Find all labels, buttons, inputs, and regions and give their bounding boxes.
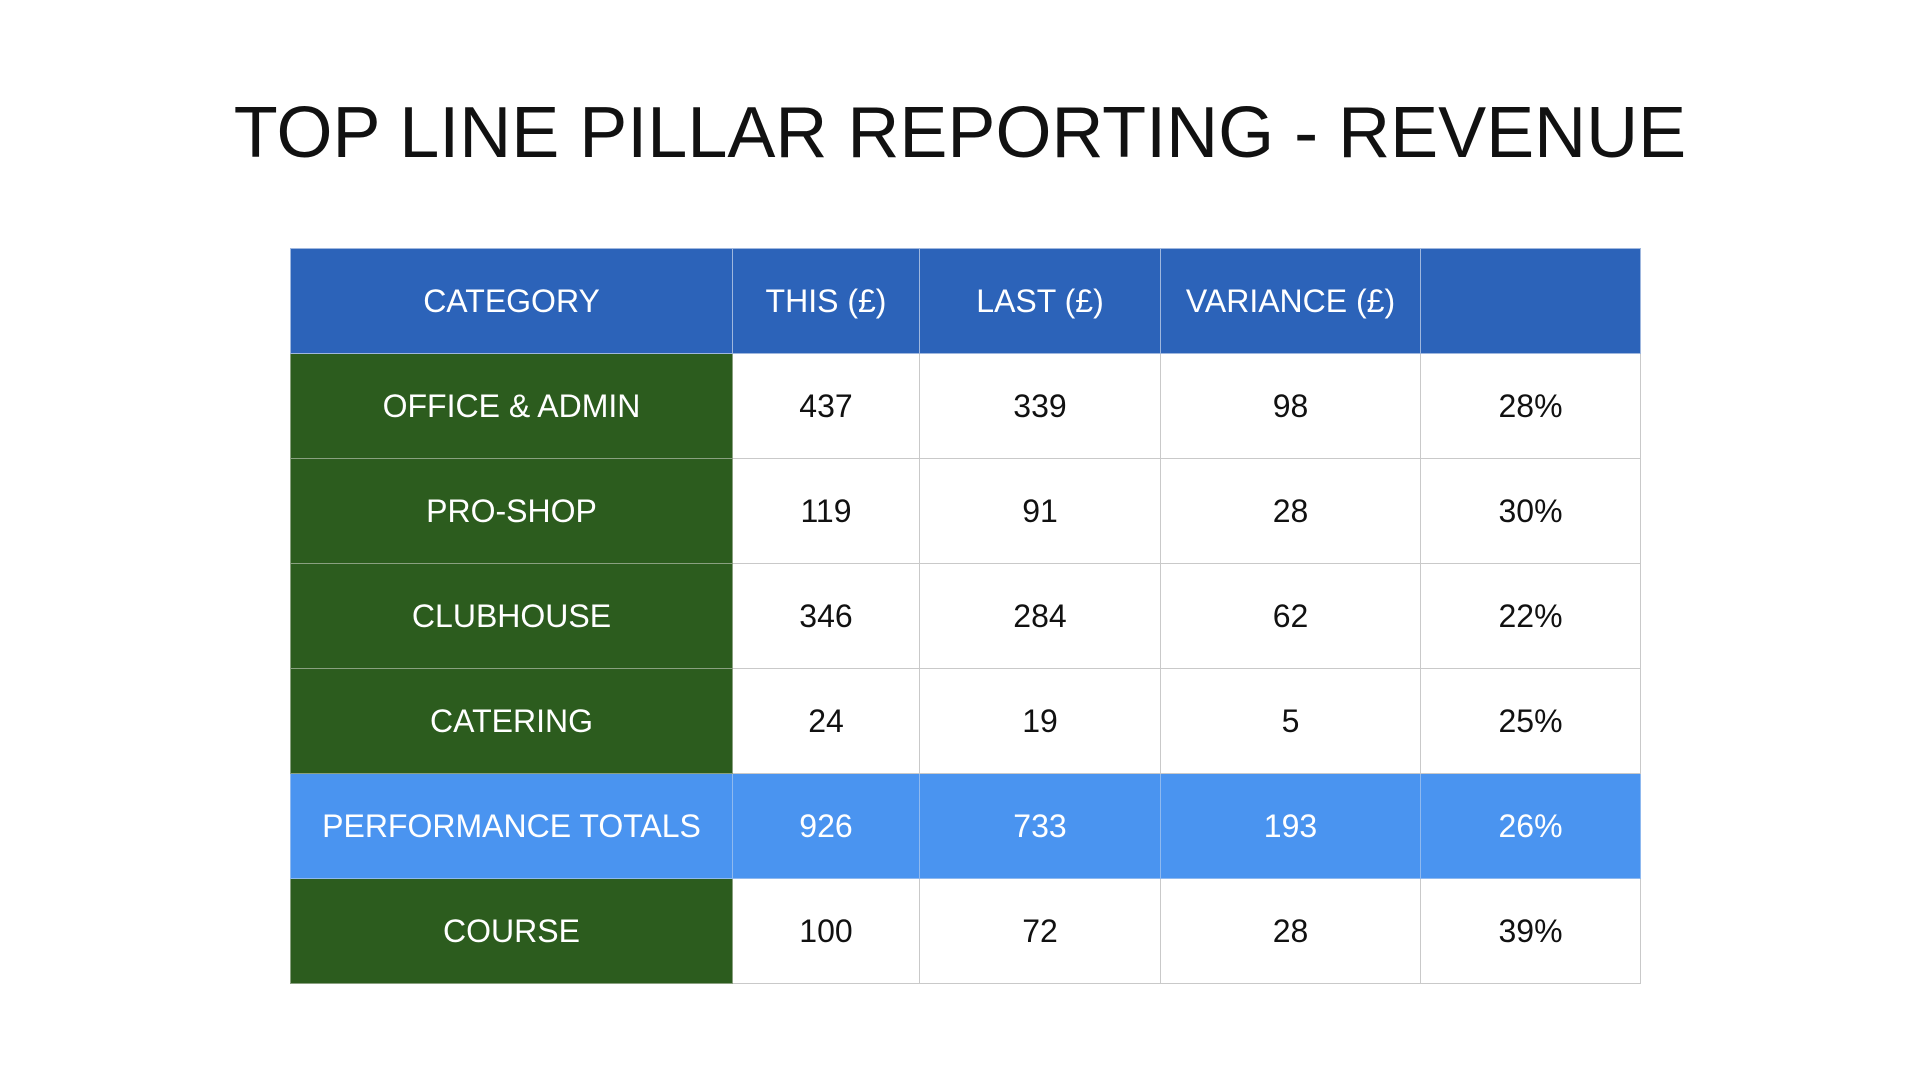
header-last: LAST (£) (919, 248, 1161, 354)
cell-this: 926 (732, 773, 920, 879)
cell-percent: 26% (1420, 773, 1641, 879)
cell-this: 346 (732, 563, 920, 669)
cell-percent: 39% (1420, 878, 1641, 984)
slide-title: TOP LINE PILLAR REPORTING - REVENUE (233, 93, 1687, 173)
cell-last: 72 (919, 878, 1161, 984)
table-row: CLUBHOUSE 346 284 62 22% (290, 563, 1641, 669)
cell-category: PERFORMANCE TOTALS (290, 773, 733, 879)
revenue-table: CATEGORY THIS (£) LAST (£) VARIANCE (£) … (290, 248, 1641, 984)
cell-variance: 28 (1160, 458, 1421, 564)
header-category: CATEGORY (290, 248, 733, 354)
cell-category: PRO-SHOP (290, 458, 733, 564)
header-percent (1420, 248, 1641, 354)
cell-variance: 98 (1160, 353, 1421, 459)
cell-last: 339 (919, 353, 1161, 459)
totals-row: PERFORMANCE TOTALS 926 733 193 26% (290, 773, 1641, 879)
table-row: CATERING 24 19 5 25% (290, 668, 1641, 774)
cell-last: 91 (919, 458, 1161, 564)
cell-this: 100 (732, 878, 920, 984)
table-header: CATEGORY THIS (£) LAST (£) VARIANCE (£) (290, 248, 1641, 354)
cell-this: 437 (732, 353, 920, 459)
cell-percent: 30% (1420, 458, 1641, 564)
cell-variance: 28 (1160, 878, 1421, 984)
cell-category: COURSE (290, 878, 733, 984)
table-row: OFFICE & ADMIN 437 339 98 28% (290, 353, 1641, 459)
header-row: CATEGORY THIS (£) LAST (£) VARIANCE (£) (290, 248, 1641, 354)
table-row: COURSE 100 72 28 39% (290, 878, 1641, 984)
cell-category: CATERING (290, 668, 733, 774)
cell-percent: 22% (1420, 563, 1641, 669)
cell-percent: 25% (1420, 668, 1641, 774)
cell-variance: 193 (1160, 773, 1421, 879)
header-this: THIS (£) (732, 248, 920, 354)
cell-category: OFFICE & ADMIN (290, 353, 733, 459)
cell-category: CLUBHOUSE (290, 563, 733, 669)
cell-last: 284 (919, 563, 1161, 669)
cell-variance: 62 (1160, 563, 1421, 669)
cell-variance: 5 (1160, 668, 1421, 774)
cell-last: 733 (919, 773, 1161, 879)
table-body: OFFICE & ADMIN 437 339 98 28% PRO-SHOP 1… (290, 353, 1641, 984)
cell-percent: 28% (1420, 353, 1641, 459)
table-row: PRO-SHOP 119 91 28 30% (290, 458, 1641, 564)
cell-last: 19 (919, 668, 1161, 774)
cell-this: 119 (732, 458, 920, 564)
cell-this: 24 (732, 668, 920, 774)
header-variance: VARIANCE (£) (1160, 248, 1421, 354)
